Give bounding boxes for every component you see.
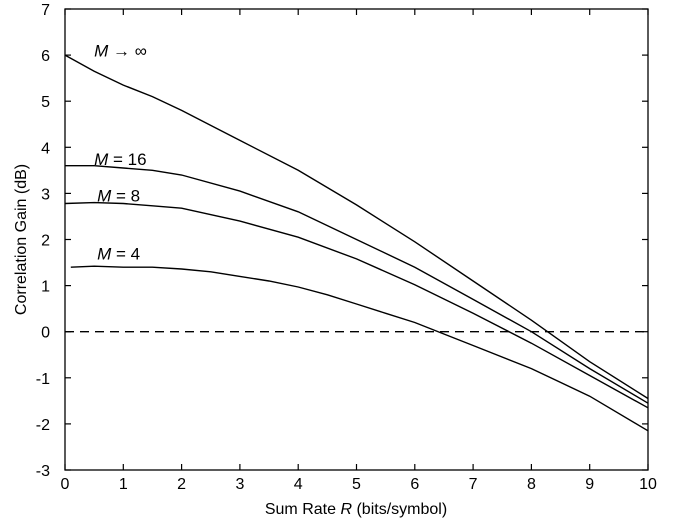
y-axis-ticks: -3 -2 -1 0 1 2 3 4 5 6 7 <box>36 2 648 480</box>
x-tick-label: 8 <box>527 476 536 493</box>
y-tick-label: 2 <box>41 233 50 250</box>
series-lines <box>64 54 649 432</box>
y-tick-label: 6 <box>41 48 50 65</box>
x-axis-label: Sum Rate R (bits/symbol) <box>265 501 447 518</box>
x-tick-label: 3 <box>235 476 244 493</box>
y-axis-label: Correlation Gain (dB) <box>13 164 30 315</box>
x-tick-label: 10 <box>639 476 657 493</box>
series-label-0: M → ∞ <box>94 41 147 60</box>
series-line-3 <box>70 265 649 432</box>
x-tick-label: 0 <box>61 476 70 493</box>
y-tick-label: 3 <box>41 186 50 203</box>
x-tick-label: 7 <box>469 476 478 493</box>
series-label-3: M = 4 <box>97 244 140 263</box>
x-tick-label: 2 <box>177 476 186 493</box>
series-labels: M → ∞ M = 16 M = 8 M = 4 <box>94 41 147 263</box>
series-label-2: M = 8 <box>97 187 140 206</box>
x-tick-label: 6 <box>410 476 419 493</box>
x-tick-label: 5 <box>352 476 361 493</box>
x-axis-ticks: 0 1 2 3 4 5 6 7 8 9 10 <box>61 9 657 493</box>
y-tick-label: 4 <box>41 140 50 157</box>
y-tick-label: -2 <box>36 417 50 434</box>
x-tick-label: 4 <box>294 476 303 493</box>
series-line-1 <box>65 164 649 404</box>
y-tick-label: -3 <box>36 463 50 480</box>
series-line-0 <box>64 54 649 400</box>
series-label-1: M = 16 <box>94 150 146 169</box>
x-tick-label: 1 <box>119 476 128 493</box>
y-tick-label: 1 <box>41 279 50 296</box>
y-tick-label: 7 <box>41 2 50 19</box>
y-tick-label: 0 <box>41 325 50 342</box>
series-line-2 <box>64 201 649 409</box>
x-tick-label: 9 <box>585 476 594 493</box>
y-tick-label: 5 <box>41 94 50 111</box>
y-tick-label: -1 <box>36 371 50 388</box>
